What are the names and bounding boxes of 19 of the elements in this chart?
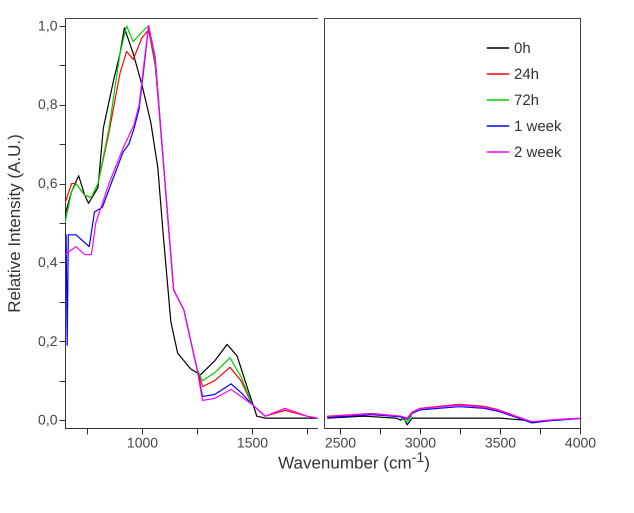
y-axis-title: Relative Intensity (A.U.) (5, 134, 24, 313)
y-tick-label: 0,2 (38, 332, 58, 349)
x-tick-label: 1000 (126, 434, 158, 450)
x-tick-label: 3500 (484, 434, 516, 450)
x-tick-label: 1500 (236, 434, 268, 450)
x-tick-label: 3000 (404, 434, 436, 450)
x-axis-title: Wavenumber (cm$^{-1}$) (277, 450, 431, 474)
y-tick-label: 1,0 (38, 17, 58, 34)
x-tick-label: 4000 (564, 434, 596, 450)
legend-label: 24h (514, 66, 540, 83)
y-tick-label: 0,6 (38, 175, 58, 192)
legend-label: 0h (514, 40, 531, 57)
y-tick-label: 0,4 (38, 254, 58, 270)
x-tick-label: 2500 (324, 434, 356, 450)
y-tick-label: 0,8 (38, 96, 58, 112)
legend-label: 2 week (514, 144, 562, 161)
legend-label: 72h (514, 92, 540, 109)
legend-label: 1 week (514, 118, 562, 135)
y-tick-label: 0,0 (38, 412, 58, 428)
